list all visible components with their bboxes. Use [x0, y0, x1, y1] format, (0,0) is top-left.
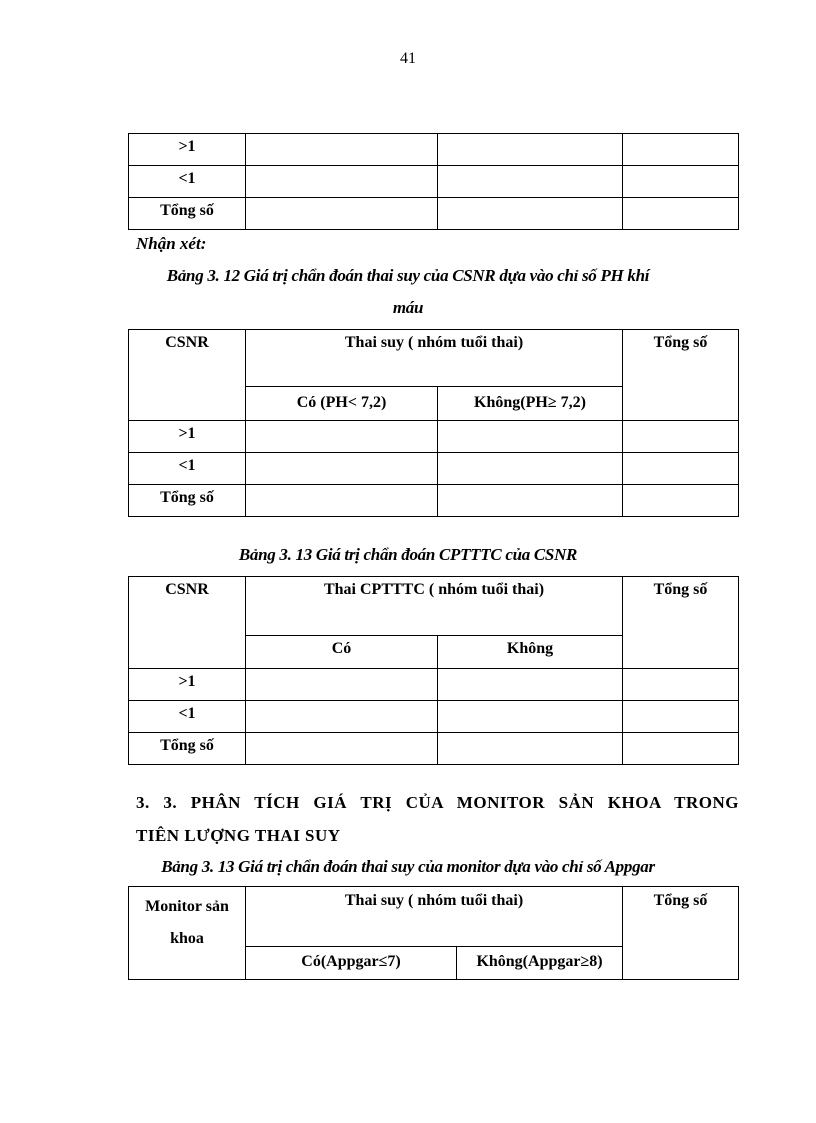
row-label: Tổng số: [128, 197, 246, 230]
table-row: <1: [128, 165, 739, 198]
row-label: Tổng số: [128, 732, 246, 765]
header-monitor-line2: khoa: [170, 930, 204, 947]
header-group: Thai CPTTTC ( nhóm tuổi thai): [244, 576, 624, 636]
table-caption-cont: máu: [392, 298, 424, 317]
remark-label: Nhận xét:: [136, 234, 207, 253]
row-label: <1: [128, 700, 246, 733]
header-total: Tổng số: [622, 576, 740, 669]
header-group: Thai suy ( nhóm tuổi thai): [244, 886, 624, 947]
table-row: >1: [128, 133, 739, 166]
table-caption: Bảng 3. 13 Giá trị chẩn đoán CPTTTC của …: [238, 545, 578, 564]
header-csnr: CSNR: [128, 329, 246, 421]
header-yes: Có: [245, 635, 438, 669]
table-3-12: CSNR Thai suy ( nhóm tuổi thai) Tổng số Có…: [128, 329, 740, 517]
section-heading: 3. 3. PHÂN TÍCH GIÁ TRỊ CỦA MONITOR SẢN …: [136, 793, 739, 812]
row-label: >1: [128, 420, 246, 453]
header-group: Thai suy ( nhóm tuổi thai): [244, 329, 624, 387]
header-no: Không(Appgar≥8): [455, 946, 624, 980]
header-total: Tổng số: [622, 886, 740, 980]
header-yes: Có(Appgar≤7): [245, 946, 457, 980]
header-monitor: Monitor sản khoa: [128, 886, 246, 980]
header-total: Tổng số: [622, 329, 740, 421]
row-label: >1: [128, 668, 246, 701]
table-row: <1: [128, 452, 740, 485]
row-label: <1: [128, 165, 246, 198]
header-no: Không: [436, 635, 624, 669]
table-row: Tổng số: [128, 197, 739, 230]
table-row: Tổng số: [128, 732, 740, 765]
table-caption: Bảng 3. 13 Giá trị chẩn đoán thai suy củ…: [161, 857, 655, 876]
table-continued: >1 <1 Tổng số: [128, 133, 739, 230]
table-row: Tổng số: [128, 484, 740, 517]
table-row: >1: [128, 668, 740, 701]
header-yes: Có (PH< 7,2): [245, 386, 438, 421]
header-monitor-line1: Monitor sản: [145, 898, 229, 915]
table-row: >1: [128, 420, 740, 453]
header-no: Không(PH≥ 7,2): [436, 386, 624, 421]
table-caption: Bảng 3. 12 Giá trị chẩn đoán thai suy củ…: [166, 266, 650, 285]
row-label: Tổng số: [128, 484, 246, 517]
row-label: <1: [128, 452, 246, 485]
table-3-13-cpttc: CSNR Thai CPTTTC ( nhóm tuổi thai) Tổng số…: [128, 576, 740, 765]
section-heading-cont: TIÊN LƯỢNG THAI SUY: [136, 826, 341, 845]
page-number: 41: [400, 50, 416, 67]
row-label: >1: [128, 133, 246, 166]
header-csnr: CSNR: [128, 576, 246, 669]
table-3-13-monitor: Monitor sản khoa Thai suy ( nhóm tuổi thai…: [128, 886, 740, 980]
table-row: <1: [128, 700, 740, 733]
